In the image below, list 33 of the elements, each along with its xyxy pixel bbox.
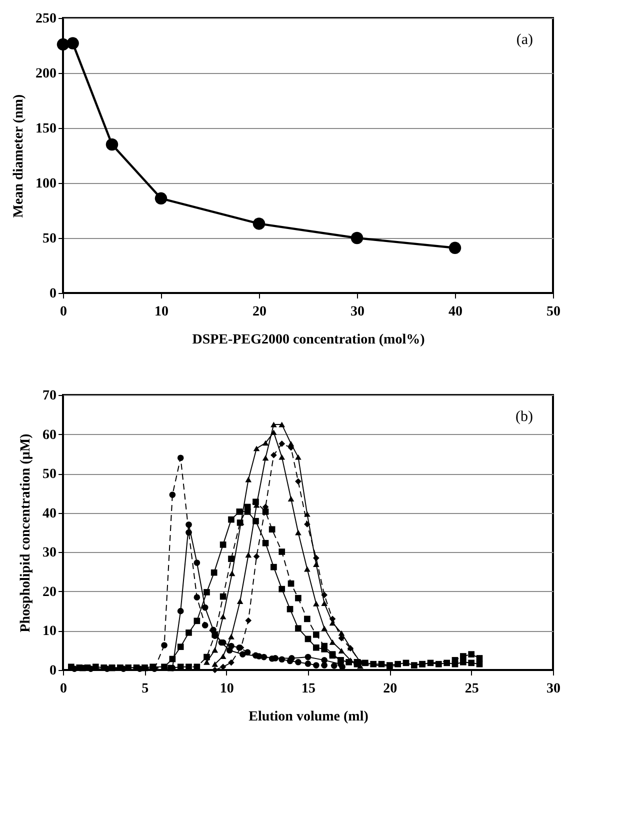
y-tick-label: 60 <box>42 428 56 443</box>
x-tick-label: 0 <box>60 682 67 696</box>
annotation: (b) <box>516 409 533 425</box>
y-tick-label: 200 <box>36 66 56 82</box>
x-tick-label: 20 <box>252 304 266 320</box>
x-tick-label: 50 <box>546 304 560 320</box>
y-tick-label: 150 <box>36 122 56 136</box>
y-tick-label: 250 <box>36 12 56 26</box>
x-tick-label: 15 <box>302 682 316 696</box>
x-tick-label: 20 <box>383 682 398 696</box>
x-tick-label: 30 <box>350 304 364 320</box>
y-tick-label: 20 <box>42 584 56 600</box>
x-tick-label: 5 <box>142 682 149 696</box>
y-tick-label: 0 <box>50 286 56 302</box>
y-tick-label: 0 <box>50 664 56 678</box>
y-tick-label: 10 <box>42 624 56 640</box>
y-axis-title: Mean diameter (nm) <box>12 94 26 218</box>
y-tick-label: 40 <box>42 506 56 522</box>
x-tick-label: 40 <box>448 304 462 320</box>
x-tick-label: 30 <box>546 682 560 696</box>
x-tick-label: 0 <box>60 304 67 320</box>
y-axis-title: Phospholipid concentration (µM) <box>18 433 34 632</box>
x-axis-title: DSPE-PEG2000 concentration (mol%) <box>192 332 426 348</box>
x-tick-label: 10 <box>220 682 234 696</box>
y-tick-label: 50 <box>42 467 56 482</box>
y-tick-label: 30 <box>42 546 56 561</box>
x-tick-label: 25 <box>464 682 479 696</box>
y-tick-label: 70 <box>42 388 56 404</box>
x-tick-label: 10 <box>154 304 168 320</box>
annotation: (a) <box>516 32 533 48</box>
y-tick-label: 50 <box>42 232 56 246</box>
y-tick-label: 100 <box>36 176 56 192</box>
x-axis-title: Elution volume (ml) <box>248 710 369 724</box>
